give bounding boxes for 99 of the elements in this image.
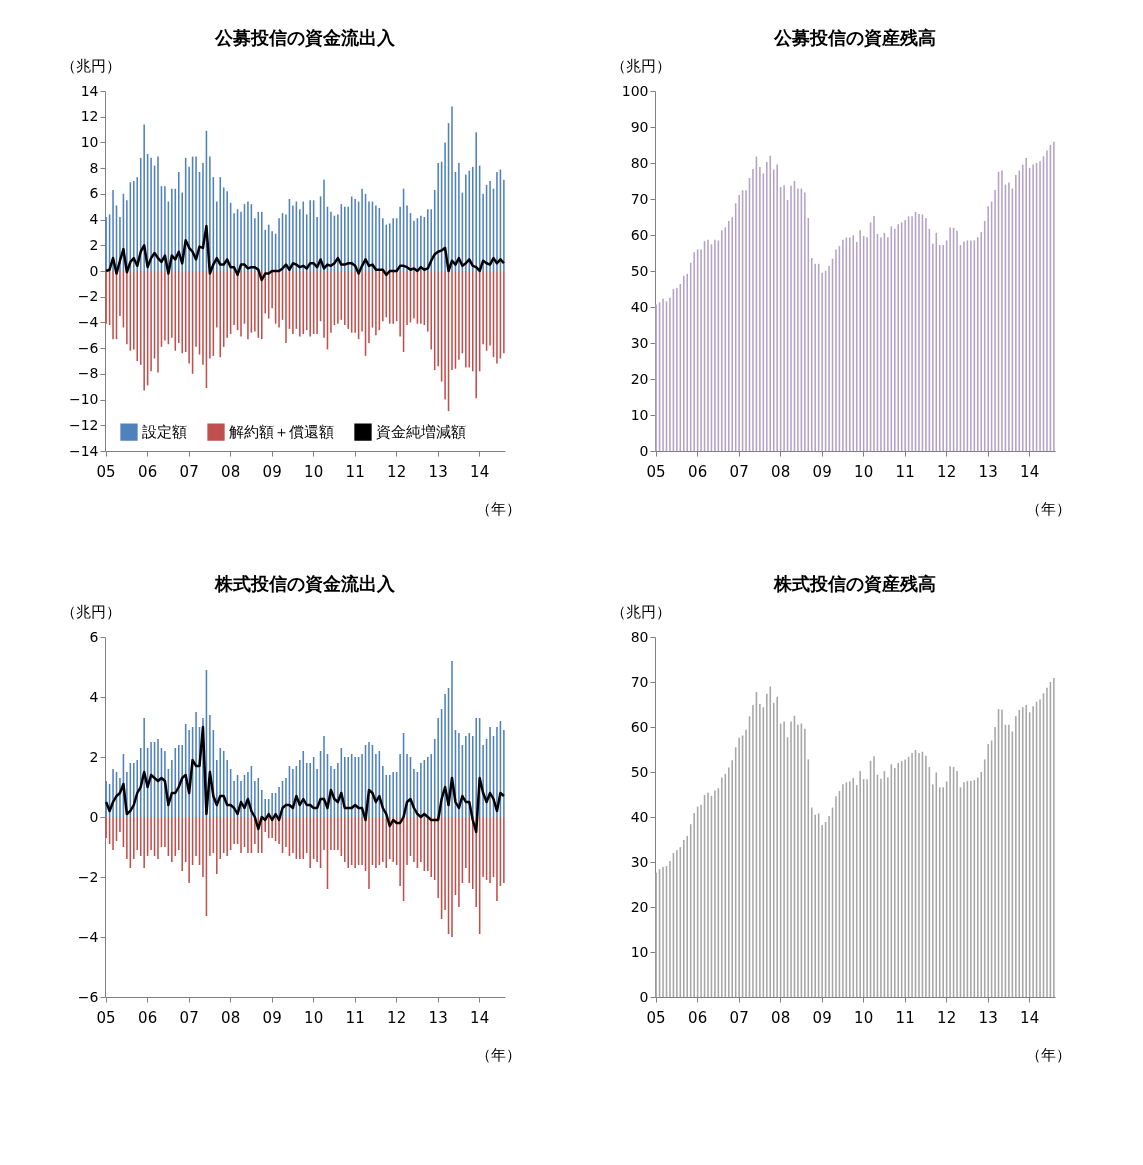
y-tick-label: 90 <box>630 118 649 135</box>
x-axis-title: （年） <box>1025 499 1071 518</box>
x-tick-label: 07 <box>729 1008 749 1027</box>
chart-title: 公募投信の資産残高 <box>773 27 936 48</box>
x-tick-label: 12 <box>387 462 407 481</box>
y-tick-label: −4 <box>77 928 99 945</box>
x-tick-label: 11 <box>895 1008 915 1027</box>
x-axis-title: （年） <box>475 1045 521 1064</box>
y-tick-label: 80 <box>630 154 649 171</box>
x-tick-label: 06 <box>138 1008 158 1027</box>
y-tick-label: −2 <box>77 288 99 305</box>
x-tick-label: 10 <box>854 1008 874 1027</box>
y-tick-label: −12 <box>68 416 99 433</box>
x-tick-label: 06 <box>688 462 708 481</box>
y-tick-label: 0 <box>89 808 99 825</box>
line-series <box>104 224 506 282</box>
chart-title: 公募投信の資金流出入 <box>214 27 396 48</box>
y-tick-label: 80 <box>630 628 649 645</box>
y-tick-label: 0 <box>639 988 649 1005</box>
y-tick-label: −4 <box>77 313 99 330</box>
y-axis-title: （兆円） <box>60 56 121 75</box>
x-tick-label: 11 <box>895 462 915 481</box>
x-tick-label: 09 <box>262 1008 282 1027</box>
x-tick-label: 12 <box>937 1008 957 1027</box>
x-tick-label: 07 <box>179 462 199 481</box>
y-tick-label: 0 <box>639 442 649 459</box>
y-tick-label: −8 <box>77 365 99 382</box>
y-tick-label: 2 <box>89 236 99 253</box>
x-tick-label: 10 <box>304 462 324 481</box>
y-tick-label: 0 <box>89 262 99 279</box>
x-tick-label: 13 <box>428 1008 448 1027</box>
y-axis-title: （兆円） <box>60 602 121 621</box>
x-tick-label: 12 <box>937 462 957 481</box>
y-tick-label: 30 <box>630 334 649 351</box>
y-tick-label: 70 <box>630 190 649 207</box>
x-tick-label: 09 <box>262 462 282 481</box>
x-tick-label: 08 <box>221 462 241 481</box>
x-tick-label: 05 <box>646 1008 666 1027</box>
y-tick-label: 20 <box>630 370 649 387</box>
x-tick-label: 13 <box>978 1008 998 1027</box>
y-tick-label: −6 <box>77 988 99 1005</box>
y-tick-label: 50 <box>630 763 649 780</box>
x-tick-label: 05 <box>96 1008 116 1027</box>
y-tick-label: −6 <box>77 339 99 356</box>
x-tick-label: 13 <box>978 462 998 481</box>
legend-label: 設定額 <box>142 423 187 442</box>
x-tick-label: 11 <box>345 1008 365 1027</box>
y-tick-label: 8 <box>89 159 99 176</box>
y-tick-label: 70 <box>630 673 649 690</box>
y-axis-title: （兆円） <box>610 56 671 75</box>
y-tick-label: 60 <box>630 718 649 735</box>
x-tick-label: 07 <box>729 462 749 481</box>
y-tick-label: 50 <box>630 262 649 279</box>
y-tick-label: 100 <box>621 82 649 99</box>
x-tick-label: 10 <box>854 462 874 481</box>
y-tick-label: −10 <box>68 391 99 408</box>
x-axis-title: （年） <box>1025 1045 1071 1064</box>
y-tick-label: 10 <box>80 133 99 150</box>
chart-title: 株式投信の資金流出入 <box>214 573 396 594</box>
x-axis-title: （年） <box>475 499 521 518</box>
x-tick-label: 14 <box>1020 1008 1040 1027</box>
x-tick-label: 07 <box>179 1008 199 1027</box>
y-tick-label: −2 <box>77 868 99 885</box>
x-tick-label: 06 <box>138 462 158 481</box>
chart-title: 株式投信の資産残高 <box>773 573 936 594</box>
y-tick-label: 10 <box>630 943 649 960</box>
y-tick-label: 40 <box>630 298 649 315</box>
y-tick-label: 12 <box>80 108 99 125</box>
x-tick-label: 06 <box>688 1008 708 1027</box>
line-series <box>104 725 506 834</box>
legend-label: 解約額＋償還額 <box>229 423 334 442</box>
x-tick-label: 14 <box>470 462 490 481</box>
x-tick-label: 05 <box>646 462 666 481</box>
x-tick-label: 14 <box>470 1008 490 1027</box>
x-tick-label: 05 <box>96 462 116 481</box>
x-tick-label: 13 <box>428 462 448 481</box>
y-tick-label: 4 <box>89 688 99 705</box>
y-tick-label: −14 <box>68 442 99 459</box>
x-tick-label: 08 <box>771 1008 791 1027</box>
y-tick-label: 60 <box>630 226 649 243</box>
y-tick-label: 40 <box>630 808 649 825</box>
y-axis-title: （兆円） <box>610 602 671 621</box>
x-tick-label: 11 <box>345 462 365 481</box>
y-tick-label: 14 <box>80 82 99 99</box>
y-tick-label: 20 <box>630 898 649 915</box>
x-tick-label: 12 <box>387 1008 407 1027</box>
x-tick-label: 14 <box>1020 462 1040 481</box>
y-tick-label: 4 <box>89 211 99 228</box>
x-tick-label: 08 <box>771 462 791 481</box>
y-tick-label: 2 <box>89 748 99 765</box>
y-tick-label: 6 <box>89 628 99 645</box>
y-tick-label: 30 <box>630 853 649 870</box>
x-tick-label: 09 <box>812 1008 832 1027</box>
x-tick-label: 09 <box>812 462 832 481</box>
x-tick-label: 10 <box>304 1008 324 1027</box>
y-tick-label: 10 <box>630 406 649 423</box>
legend-label: 資金純増減額 <box>376 423 466 442</box>
y-tick-label: 6 <box>89 185 99 202</box>
x-tick-label: 08 <box>221 1008 241 1027</box>
